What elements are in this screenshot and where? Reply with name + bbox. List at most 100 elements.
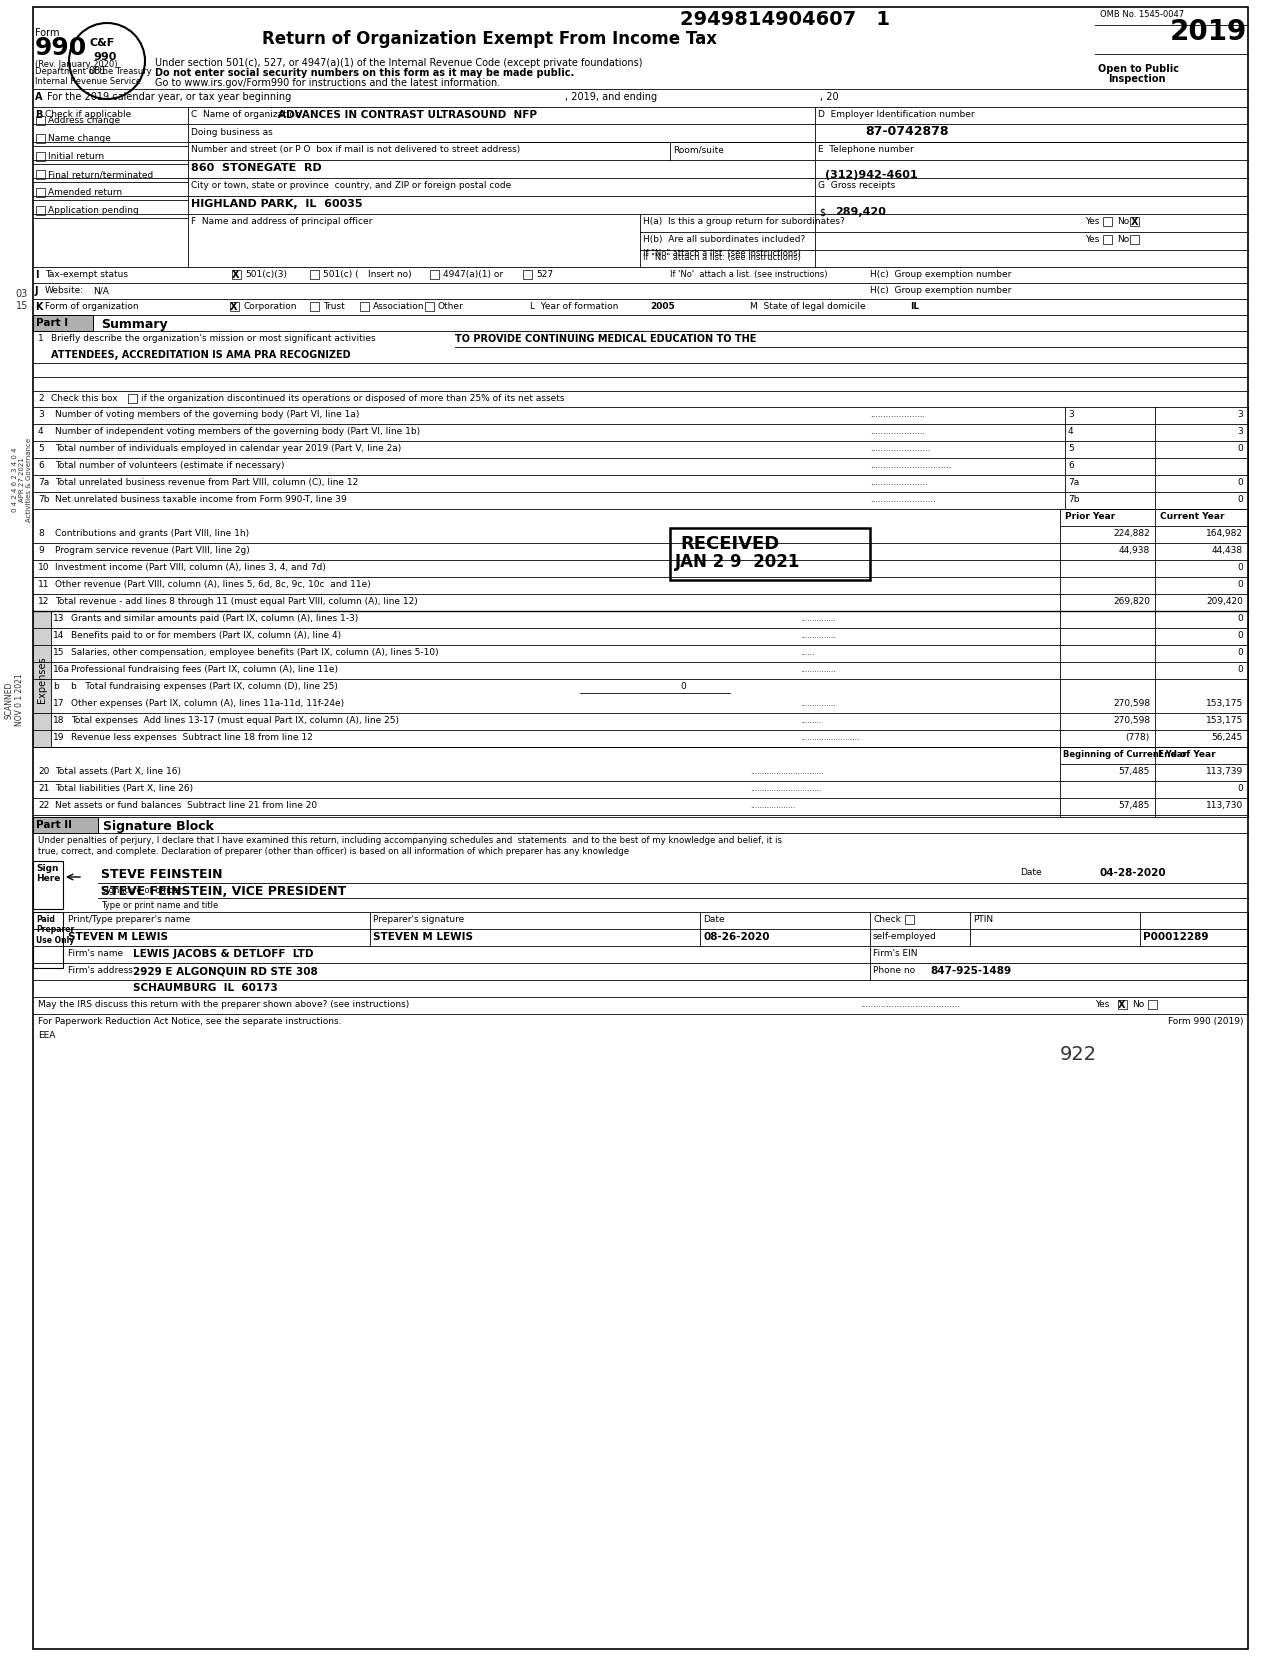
Text: Department of the Treasury: Department of the Treasury [35,66,152,76]
Text: .........: ......... [800,716,822,724]
Bar [33,913,63,968]
Text: Form of organization: Form of organization [46,302,139,312]
Text: STEVE FEINSTEIN, VICE PRESIDENT: STEVE FEINSTEIN, VICE PRESIDENT [101,885,346,898]
Text: Salaries, other compensation, employee benefits (Part IX, column (A), lines 5-10: Salaries, other compensation, employee b… [71,648,439,656]
Text: 922: 922 [1060,1044,1097,1064]
Text: Net assets or fund balances  Subtract line 21 from line 20: Net assets or fund balances Subtract lin… [56,800,317,810]
Text: RECEIVED: RECEIVED [680,535,779,553]
Text: City or town, state or province  country, and ZIP or foreign postal code: City or town, state or province country,… [191,181,511,191]
Bar [33,817,99,833]
Text: .........................: ......................... [870,495,935,504]
Text: X: X [1117,999,1125,1009]
Bar [1148,1001,1157,1009]
Text: May the IRS discuss this return with the preparer shown above? (see instructions: May the IRS discuss this return with the… [38,999,410,1009]
Text: SCHAUMBURG  IL  60173: SCHAUMBURG IL 60173 [133,983,278,993]
Text: No: No [1133,999,1144,1009]
Text: Grants and similar amounts paid (Part IX, column (A), lines 1-3): Grants and similar amounts paid (Part IX… [71,613,358,623]
Text: 08-26-2020: 08-26-2020 [703,931,770,941]
Text: 289,420: 289,420 [836,207,886,217]
Text: Contributions and grants (Part VIII, line 1h): Contributions and grants (Part VIII, lin… [56,529,249,537]
Text: SCANNED
NOV 0 1 2021: SCANNED NOV 0 1 2021 [4,673,24,726]
Text: 0: 0 [1237,444,1243,452]
Text: 6: 6 [1068,461,1073,469]
Text: 6: 6 [38,461,44,469]
Text: 269,820: 269,820 [1114,597,1150,606]
Text: Form 990 (2019): Form 990 (2019) [1168,1016,1243,1026]
Text: Initial return: Initial return [48,152,104,161]
Text: Sign
Here: Sign Here [35,863,61,883]
Text: X: X [230,302,238,312]
Text: 527: 527 [536,270,554,278]
Text: 44,938: 44,938 [1119,545,1150,555]
Text: Date: Date [703,915,724,923]
Bar [310,303,319,312]
Text: X: X [233,270,239,280]
Text: Check: Check [873,915,901,923]
Text: 113,730: 113,730 [1206,800,1243,810]
Text: ..............................: .............................. [750,784,822,792]
Bar [35,134,46,144]
Text: Date: Date [1020,868,1042,877]
Text: ...............: ............... [800,699,836,708]
Text: 153,175: 153,175 [1206,716,1243,724]
Bar [35,171,46,181]
Text: ...............: ............... [800,613,836,623]
Text: Part II: Part II [35,820,72,830]
Text: 04-28-2020: 04-28-2020 [1100,868,1167,878]
Text: 15: 15 [53,648,64,656]
Text: ...............................: ............................... [870,461,952,469]
Text: ADVANCES IN CONTRAST ULTRASOUND  NFP: ADVANCES IN CONTRAST ULTRASOUND NFP [278,109,537,119]
Text: 22: 22 [38,800,49,810]
Text: 270,598: 270,598 [1112,699,1150,708]
Text: 113,739: 113,739 [1206,767,1243,775]
Text: 2: 2 [38,394,44,403]
Text: Briefly describe the organization’s mission or most significant activities: Briefly describe the organization’s miss… [51,333,375,343]
Text: 20: 20 [38,767,49,775]
Text: If "No" attach a list. (see instructions): If "No" attach a list. (see instructions… [643,249,801,258]
Text: Trust: Trust [324,302,345,312]
Bar [1103,235,1112,245]
Text: 13: 13 [53,613,64,623]
Bar [360,303,369,312]
Text: EEA: EEA [38,1031,56,1039]
Bar [35,152,46,162]
Text: 4947(a)(1) or: 4947(a)(1) or [442,270,503,278]
Text: TO PROVIDE CONTINUING MEDICAL EDUCATION TO THE: TO PROVIDE CONTINUING MEDICAL EDUCATION … [455,333,756,343]
Text: 0: 0 [1237,784,1243,792]
Text: C  Name of organization: C Name of organization [191,109,301,119]
Text: ......................: ...................... [870,477,928,487]
Text: G  Gross receipts: G Gross receipts [818,181,895,191]
Text: 11: 11 [38,580,49,588]
Text: Net unrelated business taxable income from Form 990-T, line 39: Net unrelated business taxable income fr… [56,495,346,504]
Text: 21: 21 [38,784,49,792]
Text: I: I [35,270,38,280]
Bar [1130,235,1139,245]
Text: M  State of legal domicile: M State of legal domicile [750,302,866,312]
Text: 3: 3 [1237,409,1243,419]
Text: Check if applicable: Check if applicable [46,109,131,119]
Text: ATTENDEES, ACCREDITATION IS AMA PRA RECOGNIZED: ATTENDEES, ACCREDITATION IS AMA PRA RECO… [51,350,350,360]
Text: JAN 2 9  2021: JAN 2 9 2021 [675,553,800,570]
Text: 847-925-1489: 847-925-1489 [930,966,1011,976]
Text: Current Year: Current Year [1160,512,1225,520]
Text: Total liabilities (Part X, line 26): Total liabilities (Part X, line 26) [56,784,193,792]
Text: Firm's address: Firm's address [68,966,133,974]
Text: 03
15: 03 15 [16,288,28,310]
Text: ...............: ............... [800,664,836,674]
Text: F  Name and address of principal officer: F Name and address of principal officer [191,217,373,225]
Text: Number of voting members of the governing body (Part VI, line 1a): Number of voting members of the governin… [56,409,359,419]
Bar [33,611,51,747]
Text: No: No [1117,235,1129,244]
Text: , 2019, and ending: , 2019, and ending [565,91,657,103]
Text: Open to Public: Open to Public [1098,65,1179,75]
Text: 8: 8 [38,529,44,537]
Text: Investment income (Part VIII, column (A), lines 3, 4, and 7d): Investment income (Part VIII, column (A)… [56,563,326,572]
Text: 501(c)(3): 501(c)(3) [245,270,287,278]
Text: ...............: ............... [800,631,836,640]
Text: 224,882: 224,882 [1114,529,1150,537]
Text: 0: 0 [680,681,686,691]
Text: Total number of volunteers (estimate if necessary): Total number of volunteers (estimate if … [56,461,284,469]
Text: Name change: Name change [48,134,111,143]
Text: Total unrelated business revenue from Part VIII, column (C), line 12: Total unrelated business revenue from Pa… [56,477,358,487]
Text: Paid
Preparer
Use Only: Paid Preparer Use Only [35,915,75,944]
